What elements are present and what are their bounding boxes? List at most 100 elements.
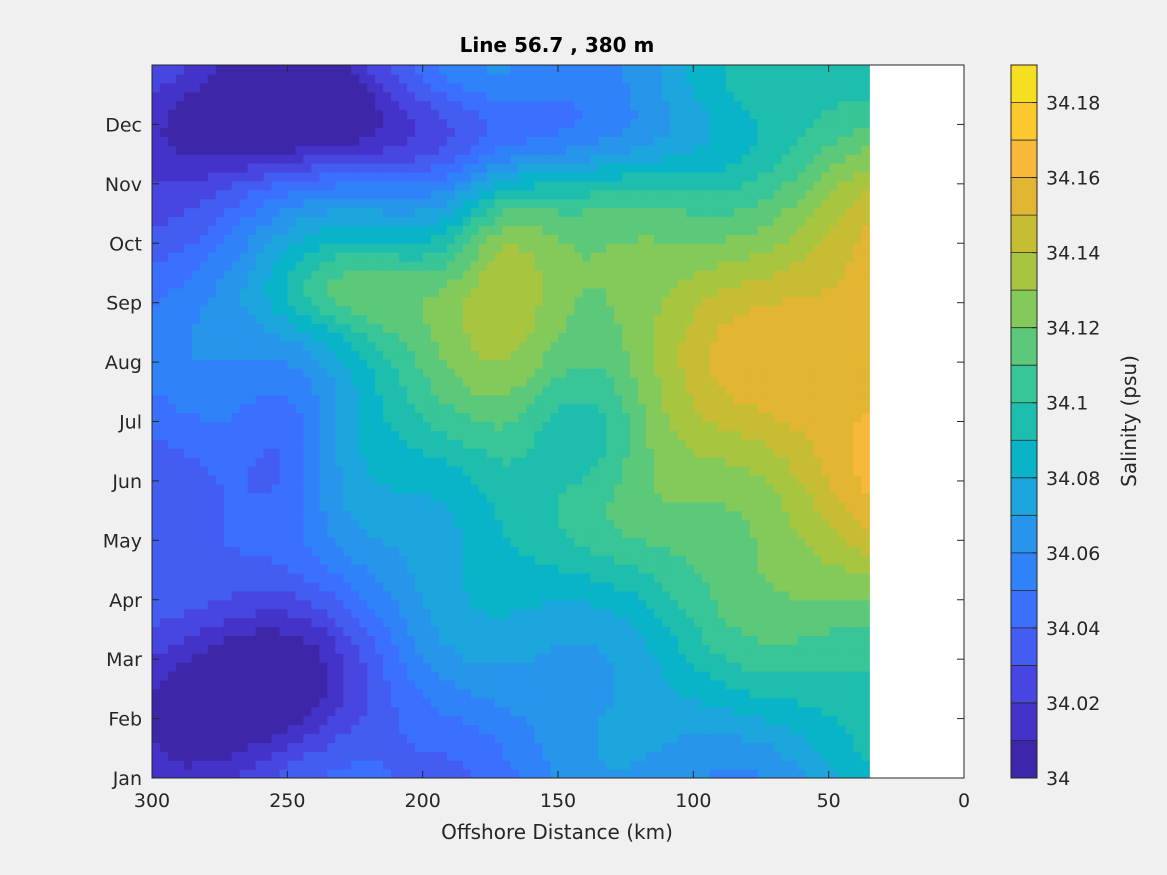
contour-cell [399, 733, 408, 743]
contour-cell [319, 91, 328, 102]
contour-cell [367, 305, 376, 316]
contour-cell [415, 73, 424, 84]
contour-cell [391, 171, 400, 182]
contour-cell [550, 715, 560, 726]
contour-cell [295, 653, 305, 663]
contour-cell [152, 590, 161, 601]
contour-cell [167, 599, 177, 610]
contour-cell [438, 385, 448, 396]
contour-cell [407, 91, 416, 102]
contour-cell [558, 439, 568, 449]
contour-cell [638, 644, 647, 654]
contour-cell [207, 751, 217, 761]
contour-cell [367, 207, 376, 218]
contour-cell [391, 180, 400, 191]
contour-cell [159, 91, 169, 102]
contour-cell [255, 492, 265, 503]
contour-cell [375, 145, 384, 155]
contour-cell [470, 341, 480, 351]
contour-cell [646, 457, 655, 467]
contour-cell [606, 608, 615, 619]
contour-cell [407, 127, 416, 137]
contour-cell [335, 350, 344, 360]
contour-cell [207, 653, 217, 663]
contour-cell [223, 225, 233, 235]
contour-cell [430, 483, 440, 494]
contour-cell [247, 537, 257, 547]
contour-cell [518, 412, 528, 423]
contour-cell [446, 733, 456, 743]
contour-cell [311, 163, 320, 173]
contour-cell [614, 323, 623, 333]
contour-cell [462, 91, 472, 102]
contour-cell [191, 261, 201, 271]
contour-cell [582, 136, 591, 146]
contour-cell [558, 573, 568, 583]
contour-cell [638, 769, 647, 778]
contour-cell [215, 189, 225, 200]
contour-cell [319, 376, 328, 387]
contour-cell [183, 91, 193, 102]
contour-cell [303, 269, 312, 280]
contour-cell [614, 65, 623, 75]
contour-cell [470, 573, 480, 583]
contour-cell [638, 546, 647, 556]
contour-cell [191, 305, 201, 316]
contour-cell [430, 671, 440, 681]
contour-cell [279, 528, 289, 538]
contour-cell [152, 599, 161, 610]
contour-cell [271, 359, 281, 369]
contour-cell [494, 269, 504, 280]
contour-cell [598, 573, 607, 583]
contour-cell [534, 474, 544, 485]
contour-cell [183, 501, 193, 512]
contour-cell [359, 769, 368, 778]
contour-cell [574, 305, 583, 316]
contour-cell [550, 394, 560, 405]
contour-cell [247, 198, 257, 209]
contour-cell [534, 296, 544, 307]
contour-cell [295, 261, 305, 271]
contour-cell [159, 305, 169, 316]
contour-cell [510, 314, 520, 325]
contour-cell [574, 581, 583, 592]
contour-cell [327, 216, 336, 227]
contour-cell [598, 688, 607, 699]
contour-cell [446, 697, 456, 708]
contour-cell [199, 564, 209, 574]
contour-cell [223, 492, 233, 503]
contour-cell [574, 100, 583, 111]
contour-cell [239, 769, 249, 778]
contour-cell [510, 706, 520, 717]
contour-cell [542, 82, 552, 93]
contour-cell [518, 421, 528, 432]
contour-cell [486, 751, 496, 761]
contour-cell [175, 394, 185, 405]
contour-cell [359, 234, 368, 244]
contour-cell [335, 314, 344, 325]
contour-cell [478, 287, 488, 298]
contour-cell [510, 412, 520, 423]
contour-cell [454, 82, 464, 93]
contour-cell [351, 376, 360, 387]
contour-cell [343, 564, 352, 574]
contour-cell [638, 724, 647, 735]
contour-cell [462, 581, 472, 592]
contour-cell [311, 314, 320, 325]
contour-cell [630, 314, 639, 325]
contour-cell [199, 207, 209, 218]
contour-cell [175, 261, 185, 271]
contour-cell [183, 261, 193, 271]
contour-cell [199, 109, 209, 120]
contour-cell [152, 644, 161, 654]
contour-cell [152, 769, 161, 778]
contour-cell [263, 118, 273, 128]
contour-cell [518, 65, 528, 75]
contour-cell [606, 483, 615, 494]
contour-cell [638, 564, 647, 574]
contour-cell [343, 555, 352, 565]
contour-cell [518, 314, 528, 325]
contour-cell [558, 608, 568, 619]
contour-cell [287, 359, 297, 369]
contour-cell [327, 394, 336, 405]
